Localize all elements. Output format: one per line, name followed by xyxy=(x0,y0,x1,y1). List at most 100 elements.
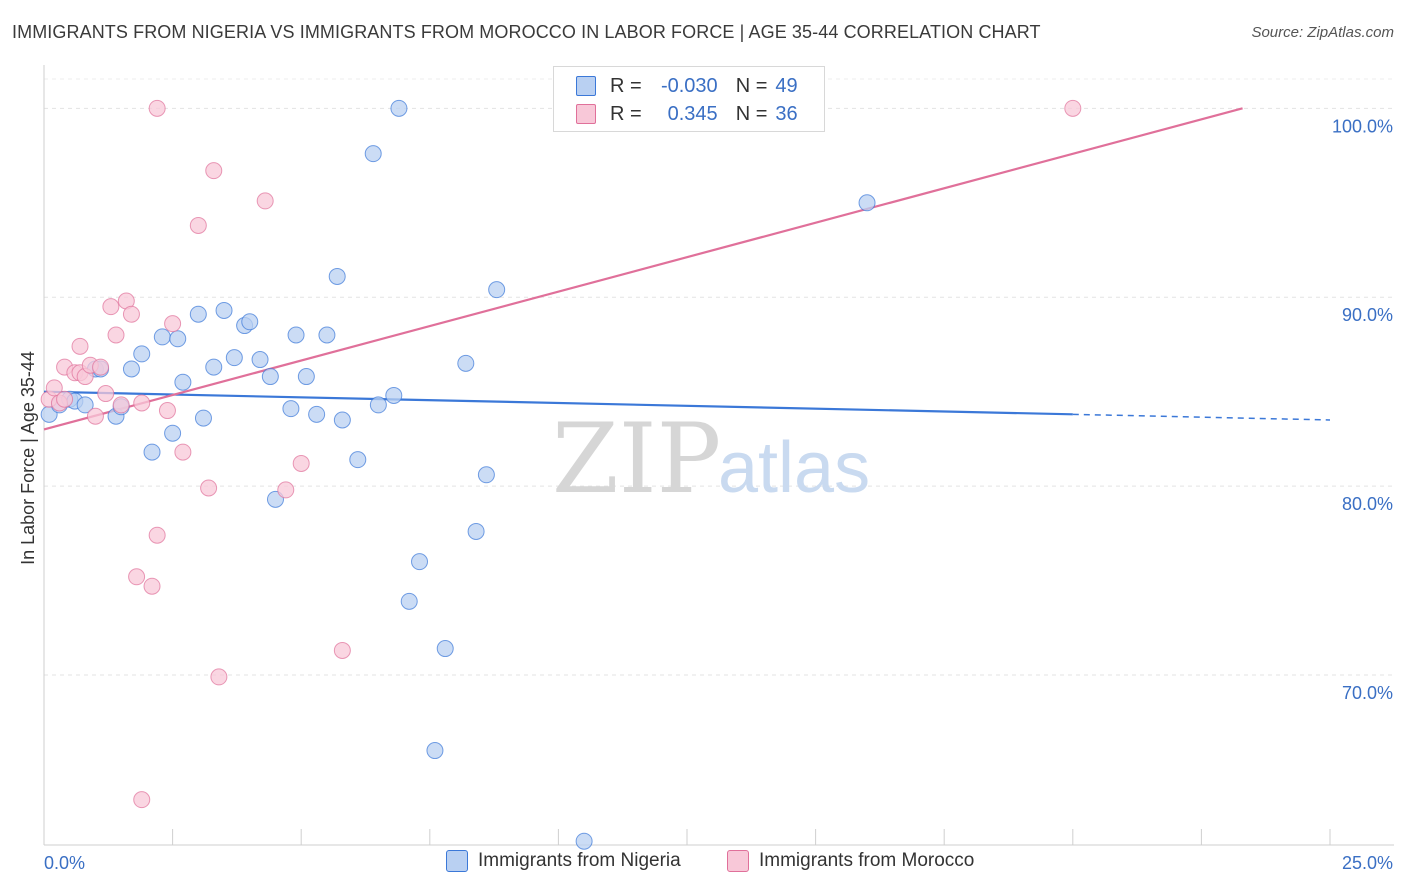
morocco-point xyxy=(277,481,295,499)
morocco-point xyxy=(102,298,120,316)
watermark-atlas: atlas xyxy=(718,428,870,508)
morocco-point xyxy=(133,791,151,809)
morocco-point xyxy=(92,358,110,376)
y-axis-title: In Labor Force | Age 35-44 xyxy=(18,351,38,565)
x-tick-label: 25.0% xyxy=(1342,853,1393,873)
legend-r-label: R = xyxy=(610,102,642,125)
nigeria-point xyxy=(411,553,429,571)
bottom-legend-morocco: Immigrants from Morocco xyxy=(727,850,974,872)
legend-r-label: R = xyxy=(610,74,642,97)
morocco-point xyxy=(200,479,218,497)
morocco-point xyxy=(1064,99,1082,117)
morocco-point xyxy=(205,162,223,180)
trendlines xyxy=(43,107,1331,431)
morocco-point xyxy=(333,641,351,659)
morocco-point xyxy=(45,379,63,397)
morocco-point xyxy=(210,668,228,686)
nigeria-point xyxy=(261,368,279,386)
bottom-legend-nigeria: Immigrants from Nigeria xyxy=(446,850,681,872)
nigeria-point xyxy=(122,360,140,378)
nigeria-point xyxy=(328,267,346,285)
grid xyxy=(44,78,1392,676)
nigeria-point xyxy=(477,466,495,484)
nigeria-trendline xyxy=(43,390,1073,416)
nigeria-point xyxy=(169,330,187,348)
nigeria-point xyxy=(333,411,351,429)
nigeria-point xyxy=(318,326,336,344)
nigeria-point xyxy=(575,832,593,850)
legend-row-nigeria: R = -0.030 N = 49 xyxy=(576,73,798,99)
y-tick-label: 80.0% xyxy=(1342,494,1393,514)
nigeria-point xyxy=(287,326,305,344)
legend-label-morocco: Immigrants from Morocco xyxy=(759,850,975,871)
chart-title: IMMIGRANTS FROM NIGERIA VS IMMIGRANTS FR… xyxy=(12,22,1041,42)
nigeria-point xyxy=(194,409,212,427)
nigeria-point xyxy=(308,405,326,423)
morocco-point xyxy=(292,454,310,472)
nigeria-point xyxy=(457,354,475,372)
nigeria-point xyxy=(205,358,223,376)
nigeria-point xyxy=(282,400,300,418)
y-tick-label: 70.0% xyxy=(1342,683,1393,703)
stats-legend: R = -0.030 N = 49 R = 0.345 N = 36 xyxy=(553,66,825,132)
nigeria-point xyxy=(467,522,485,540)
legend-swatch-morocco xyxy=(576,104,596,124)
morocco-point xyxy=(107,326,125,344)
data-points xyxy=(40,99,1082,850)
nigeria-point xyxy=(143,443,161,461)
nigeria-point xyxy=(349,451,367,469)
nigeria-point xyxy=(164,424,182,442)
morocco-point xyxy=(143,577,161,595)
morocco-point xyxy=(112,396,130,414)
nigeria-point xyxy=(385,386,403,404)
morocco-point xyxy=(164,315,182,333)
legend-r-value: 0.345 xyxy=(667,102,718,125)
legend-row-morocco: R = 0.345 N = 36 xyxy=(576,101,798,127)
nigeria-point xyxy=(153,328,171,346)
legend-n-label: N = xyxy=(735,74,768,97)
nigeria-point xyxy=(174,373,192,391)
legend-swatch-nigeria xyxy=(576,76,596,96)
source-label: Source: ZipAtlas.com xyxy=(1251,24,1394,41)
nigeria-point xyxy=(390,99,408,117)
nigeria-point xyxy=(133,345,151,363)
y-tick-labels: 70.0% 80.0% 90.0% 100.0% xyxy=(1332,116,1393,703)
morocco-point xyxy=(122,305,140,323)
morocco-point xyxy=(256,192,274,210)
morocco-trendline xyxy=(43,107,1243,431)
nigeria-point xyxy=(76,396,94,414)
x-tick-label: 0.0% xyxy=(44,853,85,873)
morocco-point xyxy=(97,385,115,403)
nigeria-point xyxy=(215,301,233,319)
legend-swatch-morocco xyxy=(727,850,749,872)
nigeria-point xyxy=(251,351,269,369)
y-tick-label: 100.0% xyxy=(1332,116,1393,136)
morocco-point xyxy=(133,394,151,412)
axes xyxy=(43,65,1394,846)
nigeria-point xyxy=(225,349,243,367)
nigeria-point xyxy=(858,194,876,212)
morocco-point xyxy=(174,443,192,461)
morocco-point xyxy=(56,390,74,408)
morocco-point xyxy=(86,407,104,425)
y-tick-label: 90.0% xyxy=(1342,305,1393,325)
nigeria-point xyxy=(400,592,418,610)
nigeria-point xyxy=(426,742,444,760)
nigeria-trendline-extension xyxy=(1072,413,1331,421)
nigeria-point xyxy=(297,368,315,386)
legend-n-value: 49 xyxy=(775,74,798,97)
morocco-point xyxy=(71,337,89,355)
nigeria-point xyxy=(436,640,454,658)
nigeria-point xyxy=(488,281,506,299)
nigeria-point xyxy=(189,305,207,323)
watermark-zip: ZIP xyxy=(552,403,721,515)
legend-n-label: N = xyxy=(735,102,768,125)
morocco-point xyxy=(128,568,146,586)
legend-label-nigeria: Immigrants from Nigeria xyxy=(478,850,681,871)
legend-n-value: 36 xyxy=(775,102,798,125)
morocco-point xyxy=(189,216,207,234)
nigeria-point xyxy=(241,313,259,331)
x-tick-labels: 0.0% 25.0% xyxy=(44,853,1393,873)
nigeria-point xyxy=(369,396,387,414)
